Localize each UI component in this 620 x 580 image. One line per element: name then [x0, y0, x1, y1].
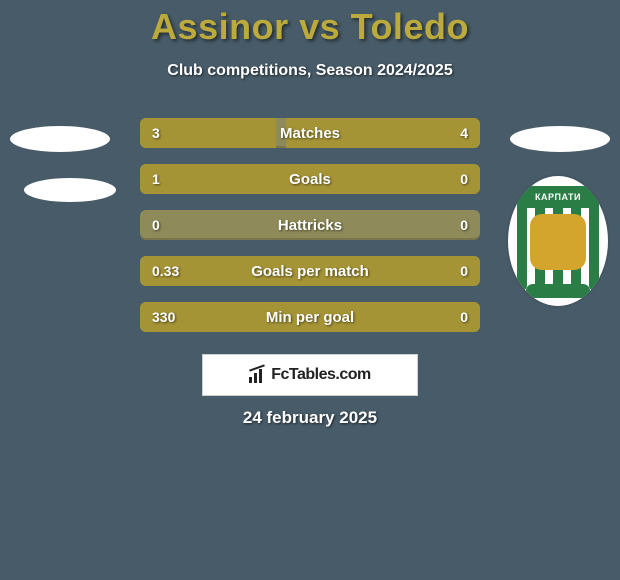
stat-bar: Matches34 [140, 118, 480, 148]
watermark-text: FcTables.com [271, 366, 371, 384]
stat-bar-right-fill [286, 118, 480, 148]
generated-date: 24 february 2025 [0, 408, 620, 428]
stat-bar-left-fill [140, 118, 276, 148]
stat-bar: Goals per match0.330 [140, 256, 480, 286]
comparison-title: Assinor vs Toledo [0, 6, 620, 48]
stat-bar-right-value: 0 [448, 210, 480, 240]
stat-bar: Hattricks0 0 [140, 210, 480, 240]
stat-bar-left-fill [140, 302, 480, 332]
stat-bar-left-fill [140, 164, 405, 194]
stat-bar-right-fill [405, 164, 480, 194]
stat-bar-left-value: 0 [140, 210, 172, 240]
stat-bar: Min per goal3300 [140, 302, 480, 332]
comparison-subtitle: Club competitions, Season 2024/2025 [0, 62, 620, 80]
stat-bar-label: Hattricks [140, 210, 480, 240]
stat-bar: Goals10 [140, 164, 480, 194]
stat-bar-left-fill [140, 256, 480, 286]
watermark-box: FcTables.com [202, 354, 418, 396]
stat-bars: Matches34 Goals10 Hattricks0 0 Goals per mat… [140, 118, 480, 348]
chart-icon [249, 367, 265, 383]
stats-area: Matches34 Goals10 Hattricks0 0 Goals per mat… [0, 118, 620, 348]
